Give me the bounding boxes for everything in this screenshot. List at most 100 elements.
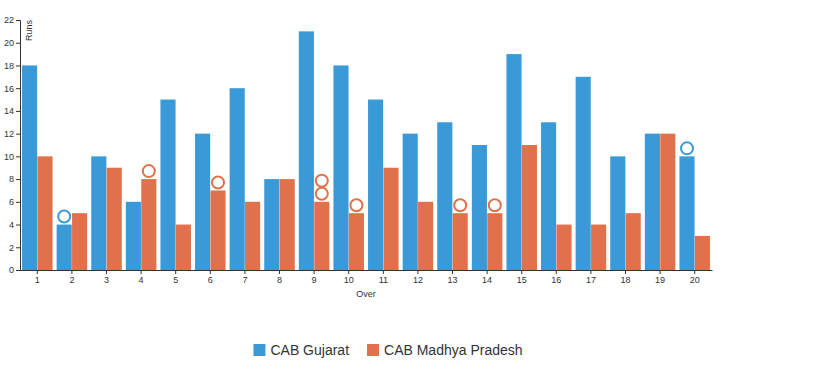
- tick: 20: [690, 270, 700, 285]
- legend: CAB Gujarat CAB Madhya Pradesh: [253, 342, 522, 358]
- bar: [522, 145, 537, 270]
- tick: 5: [173, 270, 178, 285]
- tick-mark: [625, 270, 626, 274]
- axis-line: [16, 21, 21, 271]
- tick-mark: [16, 65, 20, 66]
- legend-item: CAB Madhya Pradesh: [367, 342, 523, 358]
- bar: [176, 225, 191, 270]
- tick-label: 2: [9, 243, 14, 253]
- axis-line: [21, 270, 713, 271]
- tick-mark: [452, 270, 453, 274]
- tick-label: 2: [69, 275, 74, 285]
- tick: 10: [344, 270, 354, 285]
- tick: 4: [139, 270, 144, 285]
- tick-mark: [487, 270, 488, 274]
- tick-mark: [16, 225, 20, 226]
- tick-label: 6: [9, 197, 14, 207]
- tick: 18: [620, 270, 630, 285]
- bar: [437, 122, 452, 270]
- bar: [314, 202, 329, 270]
- tick-label: 12: [413, 275, 423, 285]
- tick: 11: [379, 270, 388, 285]
- bar: [141, 179, 156, 270]
- tick: 8: [277, 270, 282, 285]
- tick: 4: [9, 220, 20, 230]
- wicket-marker: [58, 211, 70, 223]
- bar: [695, 236, 710, 270]
- legend-label: CAB Madhya Pradesh: [384, 342, 523, 358]
- tick-label: 10: [344, 275, 354, 285]
- bar: [126, 202, 141, 270]
- tick-label: 14: [4, 106, 14, 116]
- tick-label: 13: [447, 275, 457, 285]
- tick-mark: [348, 270, 349, 274]
- tick-mark: [16, 202, 20, 203]
- bar: [57, 225, 72, 270]
- tick-label: 20: [4, 38, 14, 48]
- tick-label: 20: [690, 275, 700, 285]
- tick-label: 17: [586, 275, 596, 285]
- wicket-marker: [143, 165, 155, 177]
- bar: [506, 54, 521, 270]
- tick: 12: [4, 129, 20, 139]
- series: [22, 31, 695, 270]
- bar: [230, 88, 245, 270]
- tick-mark: [590, 270, 591, 274]
- tick: 10: [4, 152, 20, 162]
- bar: [541, 122, 556, 270]
- bar: [679, 156, 694, 270]
- bar: [368, 100, 383, 270]
- tick-label: 9: [312, 275, 317, 285]
- tick-mark: [16, 270, 20, 271]
- tick: 14: [4, 106, 20, 116]
- tick: 16: [551, 270, 561, 285]
- tick-mark: [37, 270, 38, 274]
- bar: [383, 168, 398, 270]
- tick-mark: [71, 270, 72, 274]
- bar: [160, 100, 175, 270]
- y-axis-title: Runs: [24, 20, 34, 42]
- bar: [333, 65, 348, 270]
- tick-mark: [16, 88, 20, 89]
- tick: 13: [447, 270, 457, 285]
- tick-mark: [175, 270, 176, 274]
- tick-mark: [16, 43, 20, 44]
- series: [37, 134, 710, 270]
- tick-mark: [16, 111, 20, 112]
- bar: [37, 156, 52, 270]
- y-axis: 0246810121416182022: [4, 15, 21, 275]
- tick: 3: [104, 270, 109, 285]
- tick-mark: [141, 270, 142, 274]
- tick-mark: [16, 179, 20, 180]
- wicket-marker: [316, 175, 328, 187]
- legend-item: CAB Gujarat: [253, 342, 349, 358]
- wicket-marker: [350, 199, 362, 211]
- tick: 6: [9, 197, 20, 207]
- bar: [610, 156, 625, 270]
- tick-label: 5: [173, 275, 178, 285]
- bar: [487, 213, 502, 270]
- tick-label: 3: [104, 275, 109, 285]
- tick-mark: [556, 270, 557, 274]
- tick-mark: [16, 156, 20, 157]
- bar: [91, 156, 106, 270]
- tick: 0: [9, 265, 20, 275]
- tick: 16: [4, 84, 20, 94]
- tick-label: 8: [9, 174, 14, 184]
- bar: [556, 225, 571, 270]
- bar: [660, 134, 675, 270]
- bar: [107, 168, 122, 270]
- bar: [210, 190, 225, 270]
- bar: [403, 134, 418, 270]
- tick: 20: [4, 38, 20, 48]
- bar: [245, 202, 260, 270]
- tick-label: 16: [551, 275, 561, 285]
- tick: 2: [69, 270, 74, 285]
- tick: 6: [208, 270, 213, 285]
- tick-label: 19: [655, 275, 665, 285]
- tick-label: 10: [4, 152, 14, 162]
- tick-mark: [694, 270, 695, 274]
- tick-mark: [210, 270, 211, 274]
- tick-label: 12: [4, 129, 14, 139]
- tick-mark: [417, 270, 418, 274]
